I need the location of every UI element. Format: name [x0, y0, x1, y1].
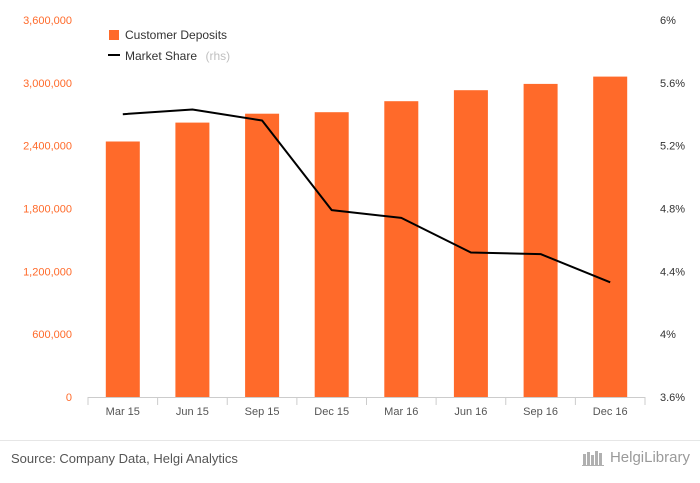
- legend-label-market-share: Market Share (rhs): [125, 47, 230, 64]
- legend-swatch-customer-deposits: [109, 30, 119, 40]
- y-left-tick-label: 3,000,000: [23, 78, 72, 90]
- legend-label-market-share-suffix: (rhs): [205, 49, 230, 63]
- bar-customer-deposits-dec-16: [593, 76, 628, 397]
- bar-customer-deposits-sep-15: [245, 113, 280, 397]
- x-tick-label: Jun 16: [454, 406, 487, 418]
- y-left-tick-label: 2,400,000: [23, 141, 72, 153]
- bar-customer-deposits-jun-16: [453, 90, 488, 397]
- y-right-tick-label: 4%: [660, 329, 676, 341]
- y-right-tick-label: 5.2%: [660, 141, 685, 153]
- brand-name: HelgiLibrary: [609, 449, 690, 466]
- y-left-tick-label: 3,600,000: [23, 15, 72, 27]
- line-market-share: [122, 108, 611, 284]
- footer-divider: [0, 440, 700, 441]
- x-tick-label: Jun 15: [176, 406, 209, 418]
- bar-customer-deposits-sep-16: [523, 83, 558, 398]
- bar-customer-deposits-jun-15: [175, 122, 210, 397]
- x-tick-label: Dec 15: [314, 406, 349, 418]
- x-tick-label: Mar 15: [106, 406, 140, 418]
- bar-customer-deposits-mar-16: [384, 101, 419, 397]
- x-tick-label: Mar 16: [384, 406, 418, 418]
- bar-customer-deposits-mar-15: [105, 141, 140, 397]
- legend-label-market-share-name: Market Share: [125, 49, 197, 63]
- x-tick-label: Sep 16: [523, 406, 558, 418]
- library-icon: [581, 450, 604, 466]
- y-right-tick-label: 4.4%: [660, 266, 685, 278]
- y-right-tick-label: 3.6%: [660, 392, 685, 404]
- y-left-tick-label: 0: [66, 392, 72, 404]
- y-left-tick-label: 600,000: [32, 329, 72, 341]
- bar-customer-deposits-dec-15: [314, 112, 349, 397]
- brand-logo: HelgiLibrary: [581, 449, 690, 466]
- y-right-tick-label: 4.8%: [660, 204, 685, 216]
- source-note: Source: Company Data, Helgi Analytics: [11, 451, 238, 466]
- y-left-tick-label: 1,200,000: [23, 266, 72, 278]
- x-tick-label: Sep 15: [245, 406, 280, 418]
- line-layer: [122, 108, 611, 284]
- axes-layer: Mar 15 Jun 15 Sep 15 Dec 15 Mar 16 Jun 16 Sep …: [23, 15, 685, 418]
- y-left-tick-label: 1,800,000: [23, 204, 72, 216]
- y-right-tick-label: 6%: [660, 15, 676, 27]
- y-right-tick-label: 5.6%: [660, 78, 685, 90]
- x-tick-label: Dec 16: [593, 406, 628, 418]
- legend: Customer Deposits Market Share (rhs): [108, 28, 230, 64]
- bars-layer: [105, 76, 628, 398]
- chart: Mar 15 Jun 15 Sep 15 Dec 15 Mar 16 Jun 16 Sep …: [23, 15, 685, 418]
- legend-label-customer-deposits: Customer Deposits: [125, 28, 227, 42]
